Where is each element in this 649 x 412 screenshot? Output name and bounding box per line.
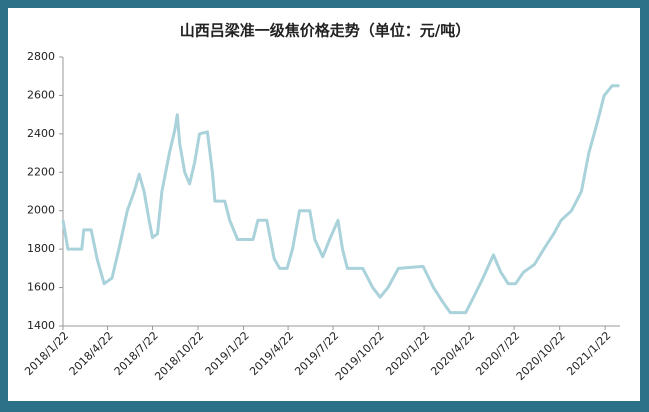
- y-tick-label: 1600: [27, 281, 55, 294]
- panel: [8, 8, 640, 401]
- y-tick-label: 2800: [27, 50, 55, 63]
- y-tick-label: 1800: [27, 242, 55, 255]
- y-tick-label: 2600: [27, 88, 55, 101]
- y-tick-label: 2200: [27, 165, 55, 178]
- line-series: [61, 84, 620, 315]
- chart-title: 山西吕梁准一级焦价格走势（单位：元/吨）: [180, 22, 470, 40]
- y-tick-label: 1400: [27, 319, 55, 332]
- y-tick-label: 2000: [27, 204, 55, 217]
- y-tick-label: 2400: [27, 127, 55, 140]
